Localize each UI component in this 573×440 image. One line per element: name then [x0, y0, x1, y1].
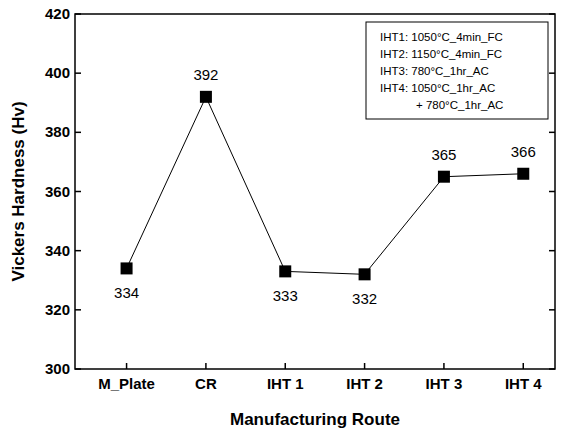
data-label: 333 [273, 287, 298, 304]
data-point [279, 265, 291, 277]
y-tick [75, 132, 81, 134]
data-point [200, 91, 212, 103]
data-line [127, 97, 524, 275]
y-tick-label: 420 [45, 5, 70, 22]
x-tick [364, 363, 366, 369]
annotation-text: IHT4: 1050°C_1hr_AC [380, 82, 495, 94]
annotation-text: IHT3: 780°C_1hr_AC [380, 65, 489, 77]
data-point [121, 262, 133, 274]
y-tick-right [549, 72, 555, 74]
data-point [517, 168, 529, 180]
annotation-text: + 780°C_1hr_AC [416, 99, 503, 111]
y-tick-right [549, 13, 555, 15]
y-tick [75, 72, 81, 74]
x-tick [443, 363, 445, 369]
annotation-box [366, 22, 548, 119]
y-tick-label: 300 [45, 360, 70, 377]
x-tick [523, 363, 525, 369]
y-tick-label: 400 [45, 64, 70, 81]
chart-svg: 300 320 340 360 380 400 420 M_Plate CR IHT 1 IHT 2… [0, 0, 573, 440]
data-point [359, 268, 371, 280]
data-label: 365 [431, 146, 456, 163]
y-tick-right [549, 250, 555, 252]
x-tick-label: IHT 1 [267, 375, 304, 392]
y-tick [75, 368, 81, 370]
data-label: 332 [352, 290, 377, 307]
y-tick-right [549, 368, 555, 370]
x-tick-label: M_Plate [98, 375, 155, 392]
x-tick [205, 363, 207, 369]
y-tick-right [549, 309, 555, 311]
y-tick [75, 191, 81, 193]
x-tick-label: CR [195, 375, 217, 392]
annotation-text: IHT1: 1050°C_4min_FC [380, 31, 503, 43]
y-tick [75, 309, 81, 311]
data-label: 334 [114, 284, 139, 301]
x-tick-label: IHT 3 [426, 375, 463, 392]
y-axis-label: Vickers Hardness (Hv) [9, 101, 28, 281]
y-tick-label: 340 [45, 242, 70, 259]
data-point [438, 171, 450, 183]
y-tick [75, 13, 81, 15]
x-tick-label: IHT 2 [346, 375, 383, 392]
x-axis-label: Manufacturing Route [230, 410, 400, 429]
y-tick [75, 250, 81, 252]
y-tick-right [549, 132, 555, 134]
annotation-text: IHT2: 1150°C_4min_FC [380, 48, 502, 60]
x-tick [126, 363, 128, 369]
data-label: 392 [193, 66, 218, 83]
x-tick-label: IHT 4 [505, 375, 542, 392]
y-tick-label: 360 [45, 183, 70, 200]
y-tick-label: 320 [45, 301, 70, 318]
data-label: 366 [511, 143, 536, 160]
plot-frame [75, 14, 555, 369]
chart-root: 300 320 340 360 380 400 420 M_Plate CR IHT 1 IHT 2… [0, 0, 573, 440]
y-tick-label: 380 [45, 123, 70, 140]
y-tick-right [549, 191, 555, 193]
x-tick [284, 363, 286, 369]
